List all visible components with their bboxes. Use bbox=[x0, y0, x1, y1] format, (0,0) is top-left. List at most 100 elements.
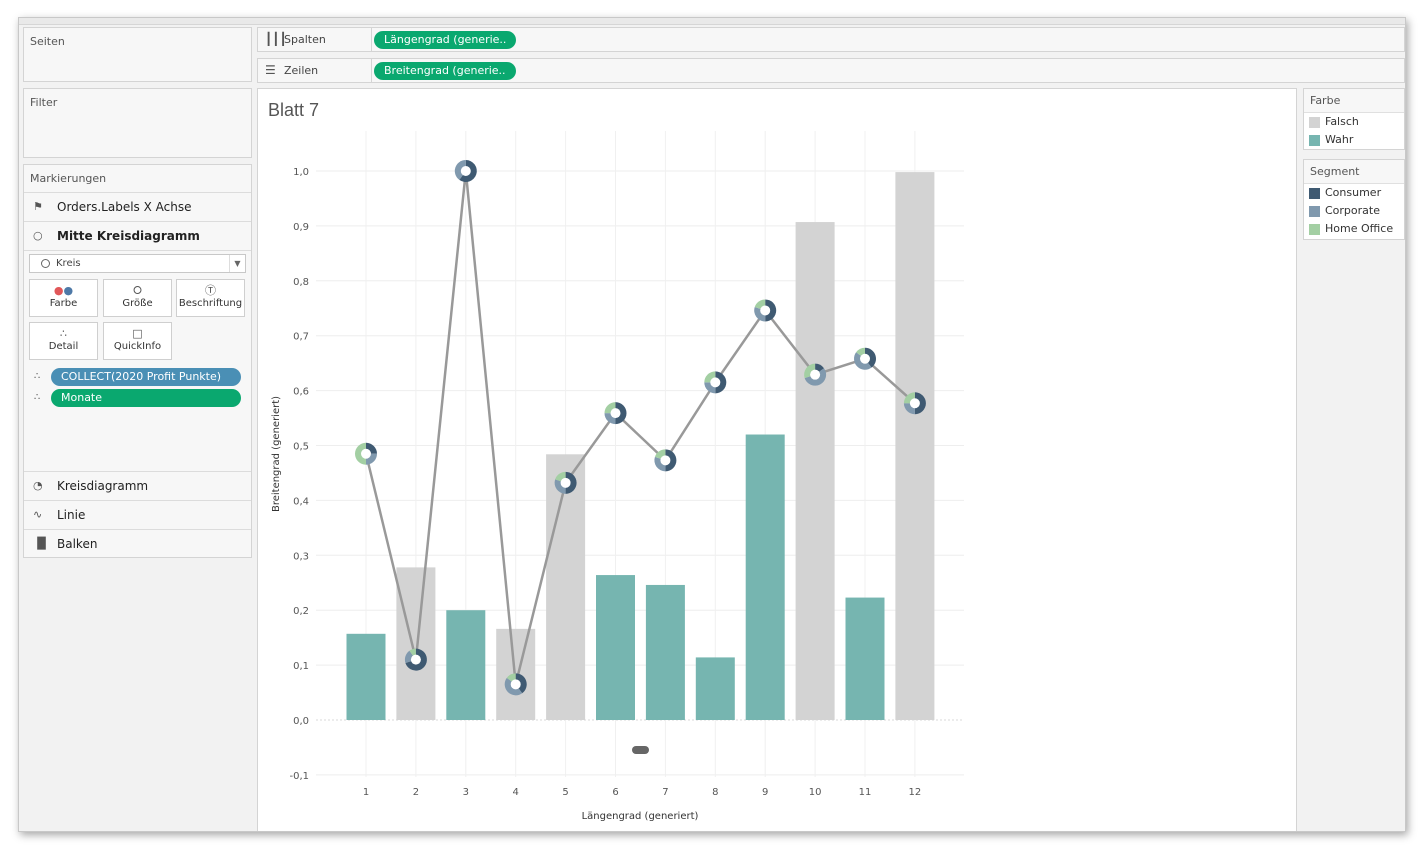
app-window: Seiten ┃┃┃ Spalten Längengrad (generie..… bbox=[18, 17, 1406, 832]
marks-layer-center[interactable]: ○ Mitte Kreisdiagramm bbox=[24, 221, 251, 250]
marks-layer-pie[interactable]: ◔ Kreisdiagramm bbox=[24, 471, 251, 500]
color-legend: Farbe Falsch Wahr bbox=[1303, 88, 1405, 150]
pie-hole bbox=[410, 654, 421, 665]
columns-shelf[interactable]: ┃┃┃ Spalten Längengrad (generie.. bbox=[257, 27, 1405, 52]
pie-hole bbox=[510, 679, 521, 690]
marks-layer-labels[interactable]: ⚑ Orders.Labels X Achse bbox=[24, 192, 251, 221]
pie-slice bbox=[454, 160, 466, 180]
label-card[interactable]: Ⓣ Beschriftung bbox=[176, 279, 245, 317]
pie-slice bbox=[715, 371, 727, 394]
tooltip-card-label: QuickInfo bbox=[113, 341, 162, 352]
marks-title: Markierungen bbox=[30, 172, 107, 185]
legend-item-wahr[interactable]: Wahr bbox=[1304, 131, 1404, 149]
pie-hole bbox=[909, 398, 920, 409]
marks-layer-labels-text: Orders.Labels X Achse bbox=[57, 200, 192, 214]
y-axis-label: Breitengrad (generiert) bbox=[271, 396, 282, 512]
bar[interactable] bbox=[346, 633, 386, 720]
pie-marker[interactable] bbox=[903, 392, 926, 415]
pie-hole bbox=[710, 377, 721, 388]
pie-marker[interactable] bbox=[704, 371, 727, 394]
y-tick-label: 0,1 bbox=[293, 661, 309, 672]
pie-marker[interactable] bbox=[854, 347, 877, 370]
collect-field-pill[interactable]: COLLECT(2020 Profit Punkte) bbox=[51, 368, 241, 386]
legend-item-home-office[interactable]: Home Office bbox=[1304, 220, 1404, 238]
legend-swatch bbox=[1309, 188, 1320, 199]
tooltip-card[interactable]: □ QuickInfo bbox=[103, 322, 172, 360]
rows-pill[interactable]: Breitengrad (generie.. bbox=[374, 62, 516, 80]
columns-label: ┃┃┃ Spalten bbox=[258, 28, 372, 51]
bar[interactable] bbox=[446, 610, 486, 720]
x-tick-label: 10 bbox=[809, 787, 822, 798]
mark-type-dropdown[interactable]: Kreis ▼ bbox=[29, 254, 246, 273]
pie-marker[interactable] bbox=[654, 449, 677, 472]
rows-shelf[interactable]: ☰ Zeilen Breitengrad (generie.. bbox=[257, 58, 1405, 83]
pie-hole bbox=[361, 448, 371, 459]
monate-field-pill[interactable]: Monate bbox=[51, 389, 241, 407]
pie-slice bbox=[765, 299, 777, 322]
bar[interactable] bbox=[546, 454, 586, 720]
bar[interactable] bbox=[596, 575, 635, 720]
pages-title: Seiten bbox=[30, 35, 65, 48]
columns-label-text: Spalten bbox=[284, 33, 326, 46]
divider bbox=[24, 250, 251, 251]
y-tick-label: 0,9 bbox=[293, 222, 309, 233]
color-card-label: Farbe bbox=[49, 298, 78, 309]
legend-item-falsch[interactable]: Falsch bbox=[1304, 113, 1404, 131]
pie-hole bbox=[460, 166, 471, 176]
bar[interactable] bbox=[745, 434, 785, 720]
segment-legend: Segment Consumer Corporate Home Office bbox=[1303, 159, 1405, 240]
legend-swatch bbox=[1309, 206, 1320, 217]
bar[interactable] bbox=[795, 222, 835, 720]
size-card[interactable]: ⭘ Größe bbox=[103, 279, 172, 317]
marks-layer-pie-text: Kreisdiagramm bbox=[57, 479, 149, 493]
pie-marker[interactable] bbox=[404, 648, 427, 671]
worksheet: Blatt 7 -0,1 0,0 0,1 0,2 0,3 0,4 0,5 0,6 0,7 0,8 0… bbox=[257, 88, 1297, 831]
filter-panel[interactable]: Filter bbox=[23, 88, 252, 158]
circle-icon: ○ bbox=[33, 229, 43, 242]
marks-layer-bar[interactable]: ▐▌ Balken bbox=[24, 529, 251, 558]
detail-card[interactable]: ∴ Detail bbox=[29, 322, 98, 360]
pie-hole bbox=[810, 369, 821, 380]
columns-pill[interactable]: Längengrad (generie.. bbox=[374, 31, 517, 49]
color-card[interactable]: ●● Farbe bbox=[29, 279, 98, 317]
pie-hole bbox=[760, 305, 771, 316]
scroll-handle[interactable] bbox=[632, 746, 649, 754]
x-tick-label: 11 bbox=[859, 787, 872, 798]
detail-card-label: Detail bbox=[48, 341, 79, 352]
pie-marker[interactable] bbox=[504, 673, 527, 696]
x-tick-label: 9 bbox=[762, 787, 768, 798]
bar[interactable] bbox=[895, 172, 935, 720]
detail-icon: ∴ bbox=[34, 371, 41, 382]
pie-marker[interactable] bbox=[454, 160, 477, 182]
x-axis-label: Längengrad (generiert) bbox=[582, 811, 699, 822]
pie-marker[interactable] bbox=[604, 402, 627, 425]
bar[interactable] bbox=[695, 657, 735, 720]
pages-panel[interactable]: Seiten bbox=[23, 27, 252, 82]
sheet-title: Blatt 7 bbox=[268, 100, 320, 120]
x-tick-label: 7 bbox=[662, 787, 668, 798]
legend-item-corporate[interactable]: Corporate bbox=[1304, 202, 1404, 220]
y-tick-label: 0,4 bbox=[293, 496, 309, 507]
pie-hole bbox=[660, 455, 671, 466]
pie-marker[interactable] bbox=[355, 442, 377, 465]
marks-layer-line[interactable]: ∿ Linie bbox=[24, 500, 251, 529]
bar[interactable] bbox=[845, 597, 885, 720]
bar[interactable] bbox=[645, 584, 685, 720]
bar[interactable] bbox=[396, 567, 436, 720]
pie-marker[interactable] bbox=[804, 363, 827, 386]
pie-marker[interactable] bbox=[754, 299, 777, 322]
legend-item-label: Home Office bbox=[1325, 222, 1394, 235]
marks-layer-line-text: Linie bbox=[57, 508, 86, 522]
rows-label: ☰ Zeilen bbox=[258, 59, 372, 82]
chevron-down-icon[interactable]: ▼ bbox=[229, 255, 245, 272]
pie-marker[interactable] bbox=[554, 471, 577, 494]
y-tick-label: 0,6 bbox=[293, 387, 309, 398]
y-tick-label: 0,5 bbox=[293, 442, 309, 453]
toolbar-strip bbox=[19, 18, 1405, 25]
legend-item-consumer[interactable]: Consumer bbox=[1304, 184, 1404, 202]
columns-icon: ┃┃┃ bbox=[265, 32, 287, 46]
x-tick-label: 4 bbox=[513, 787, 519, 798]
tooltip-icon: □ bbox=[132, 327, 143, 340]
y-tick-label: 0,8 bbox=[293, 277, 309, 288]
